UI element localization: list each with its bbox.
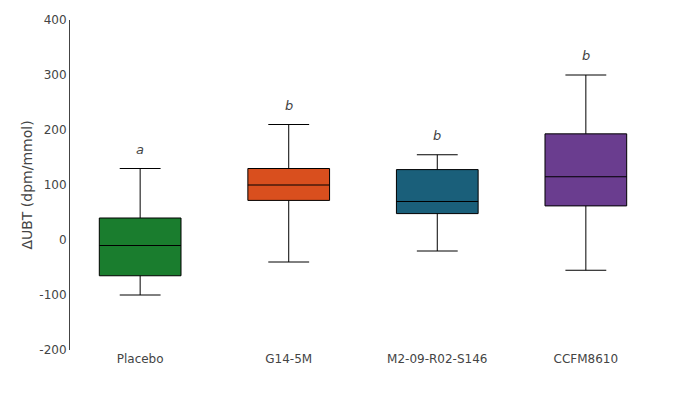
svg-text:b: b — [285, 98, 293, 113]
svg-text:CCFM8610: CCFM8610 — [554, 352, 619, 366]
svg-text:300: 300 — [44, 68, 67, 82]
svg-text:200: 200 — [44, 123, 67, 137]
svg-text:100: 100 — [44, 178, 67, 192]
svg-text:a: a — [136, 142, 144, 157]
svg-text:b: b — [433, 128, 441, 143]
svg-text:G14-5M: G14-5M — [265, 352, 312, 366]
svg-text:0: 0 — [59, 233, 67, 247]
svg-text:Placebo: Placebo — [117, 352, 164, 366]
svg-text:400: 400 — [44, 13, 67, 27]
svg-text:M2-09-R02-S146: M2-09-R02-S146 — [387, 352, 487, 366]
svg-text:b: b — [582, 48, 590, 63]
svg-text:-200: -200 — [39, 343, 66, 357]
svg-text:-100: -100 — [39, 288, 66, 302]
svg-text:ΔUBT (dpm/mmol): ΔUBT (dpm/mmol) — [19, 120, 35, 249]
